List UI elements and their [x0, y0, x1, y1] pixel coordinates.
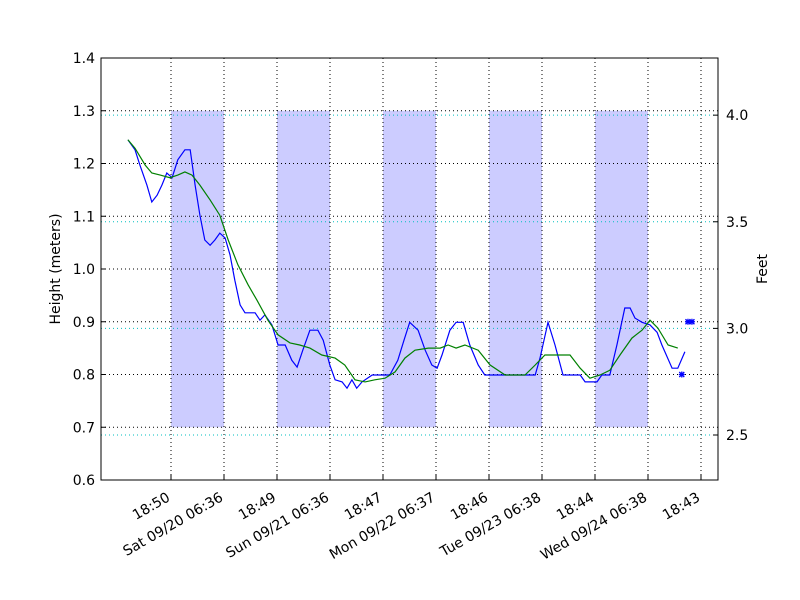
y2-tick-label: 3.0: [726, 321, 748, 337]
data-line: [127, 139, 678, 383]
marker-stroke: [678, 371, 685, 378]
star-marker: [688, 318, 695, 325]
y-axis-label: Height (meters): [48, 213, 64, 324]
y-tick-label: 1.2: [73, 157, 95, 173]
y-tick-label: 0.8: [73, 368, 95, 384]
data-line: [127, 139, 686, 390]
marker-stroke: [688, 318, 695, 325]
y-tick-label: 0.9: [73, 315, 95, 331]
shaded-region: [277, 110, 331, 428]
y-tick-label: 1.1: [73, 209, 95, 225]
y-tick-label: 0.7: [73, 420, 95, 436]
y2-tick-label: 4.0: [726, 108, 748, 124]
y2-axis-label: Feet: [755, 253, 771, 284]
star-marker: [678, 371, 685, 378]
shaded-region: [488, 110, 542, 428]
y2-tick-label: 2.5: [726, 428, 748, 444]
y2-tick-label: 3.5: [726, 215, 748, 231]
plot-frame: [100, 57, 719, 481]
y-tick-label: 1.3: [73, 104, 95, 120]
y-tick-label: 1.0: [73, 262, 95, 278]
y-tick-label: 1.4: [73, 51, 95, 67]
y-tick-label: 0.6: [73, 473, 95, 489]
